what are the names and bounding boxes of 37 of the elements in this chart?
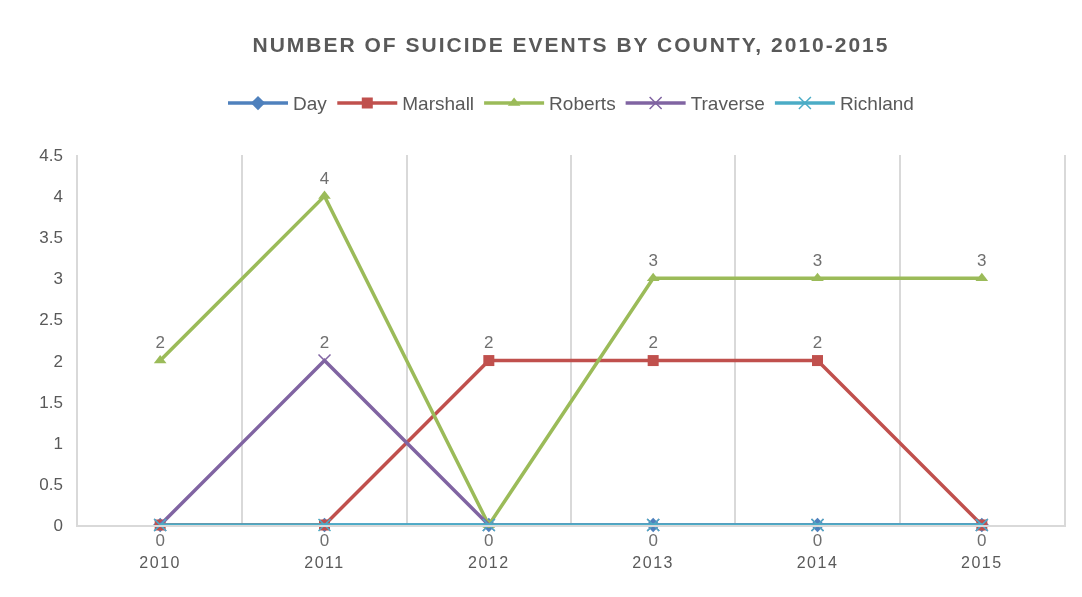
data-label: 0 <box>484 531 494 551</box>
y-tick-label: 0.5 <box>39 474 63 494</box>
data-label: 2 <box>155 333 165 353</box>
y-tick-label: 2 <box>53 351 63 371</box>
data-label: 2 <box>484 333 494 353</box>
y-tick-label: 3 <box>53 269 63 289</box>
legend-label: Marshall <box>402 93 475 115</box>
data-label: 0 <box>155 531 165 551</box>
x-tick-label: 2010 <box>139 553 181 571</box>
x-tick-label: 2013 <box>632 553 674 571</box>
legend-label: Roberts <box>549 93 616 115</box>
y-tick-label: 3.5 <box>39 228 63 248</box>
data-label: 2 <box>319 332 330 352</box>
data-label: 3 <box>977 251 987 271</box>
x-tick-label: 2015 <box>961 553 1003 571</box>
data-label: 0 <box>319 531 330 551</box>
data-label: 3 <box>648 251 658 271</box>
y-tick-label: 4 <box>53 187 63 207</box>
chart-title: NUMBER OF SUICIDE EVENTS BY COUNTY, 2010-2015 <box>252 33 890 57</box>
legend-label: Day <box>293 93 328 115</box>
y-tick-label: 1 <box>53 433 63 453</box>
data-label: 3 <box>812 251 823 271</box>
y-tick-label: 4.5 <box>39 145 63 165</box>
legend-label: Richland <box>839 93 914 115</box>
data-label: 2 <box>648 333 658 353</box>
x-tick-label: 2011 <box>304 553 345 571</box>
data-label: 0 <box>977 531 987 551</box>
y-tick-label: 1.5 <box>39 392 63 412</box>
data-label: 4 <box>319 168 330 188</box>
x-tick-label: 2014 <box>796 553 839 571</box>
y-tick-label: 0 <box>53 515 63 535</box>
y-tick-label: 2.5 <box>39 310 63 330</box>
data-label: 2 <box>812 333 823 353</box>
legend-label: Traverse <box>690 93 765 115</box>
x-tick-label: 2012 <box>468 553 510 571</box>
data-label: 0 <box>812 531 823 551</box>
data-label: 0 <box>648 531 658 551</box>
